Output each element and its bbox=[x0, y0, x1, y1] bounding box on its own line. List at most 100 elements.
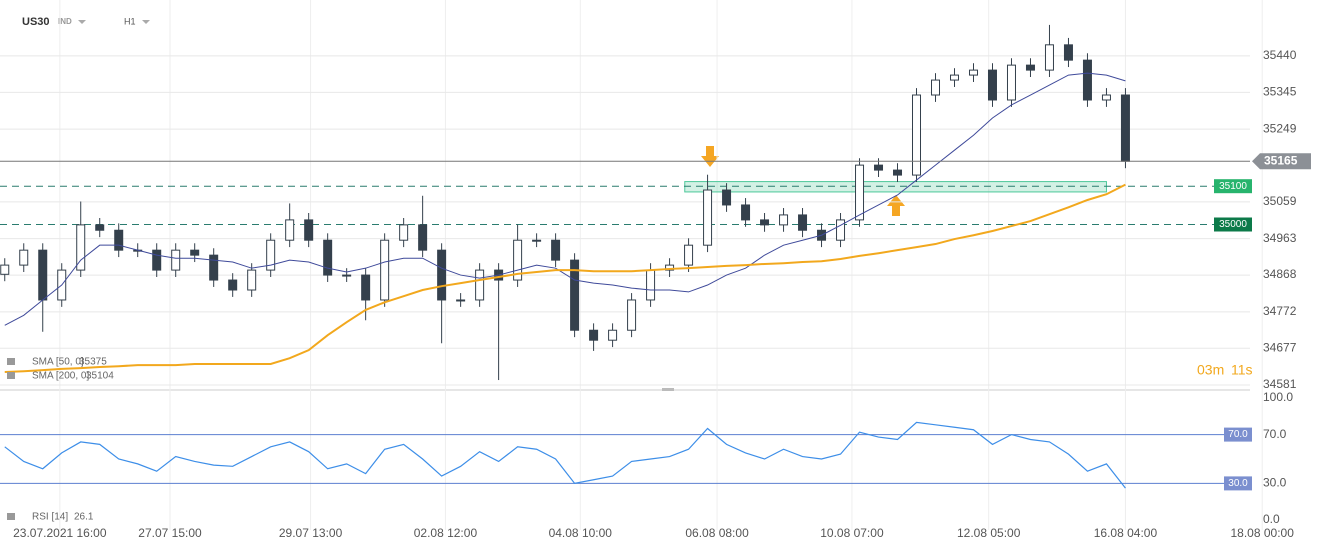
candle-body bbox=[190, 249, 200, 256]
candle-body bbox=[1082, 59, 1092, 101]
symbol[interactable]: US30 bbox=[22, 16, 50, 28]
candle-body bbox=[665, 264, 675, 271]
dropdown-icon[interactable] bbox=[142, 20, 150, 24]
rsi-level-label: 30.0 bbox=[1228, 478, 1248, 489]
candle-body bbox=[1025, 64, 1035, 71]
candle-body bbox=[95, 224, 105, 231]
y-tick-label: 34677 bbox=[1263, 340, 1297, 354]
candle-body bbox=[1006, 64, 1016, 101]
candle-body bbox=[1044, 44, 1054, 71]
y-tick-label: 70.0 bbox=[1263, 427, 1287, 441]
legend-name: RSI [14] bbox=[32, 512, 68, 523]
level-label: 35000 bbox=[1219, 219, 1247, 230]
legend-name: SMA [50, 0] bbox=[32, 357, 84, 368]
x-tick-label: 10.08 07:00 bbox=[820, 526, 884, 540]
x-tick-label: 02.08 12:00 bbox=[414, 526, 478, 540]
candle-body bbox=[551, 239, 561, 261]
candle-body bbox=[209, 254, 219, 281]
candle-body bbox=[285, 219, 295, 241]
candle-body bbox=[646, 269, 656, 301]
level-label: 35100 bbox=[1219, 181, 1247, 192]
resize-handle[interactable] bbox=[662, 388, 674, 391]
candle-body bbox=[912, 94, 922, 176]
candle-body bbox=[779, 214, 789, 226]
candle-body bbox=[475, 269, 485, 301]
legend-name: SMA [200, 0] bbox=[32, 371, 89, 382]
y-tick-label: 35345 bbox=[1263, 84, 1297, 98]
candle-body bbox=[570, 259, 580, 331]
y-tick-label: 34772 bbox=[1263, 304, 1297, 318]
candle-body bbox=[399, 224, 409, 241]
candle-body bbox=[342, 274, 352, 277]
y-tick-label: 30.0 bbox=[1263, 476, 1287, 490]
candle-body bbox=[987, 69, 997, 101]
candle-body bbox=[152, 249, 162, 271]
candle-body bbox=[304, 219, 314, 241]
candle-body bbox=[323, 239, 333, 276]
support-zone bbox=[684, 181, 1107, 193]
legend-icon bbox=[7, 358, 15, 365]
candle-body bbox=[836, 219, 846, 241]
candle-body bbox=[266, 239, 276, 271]
candle-body bbox=[798, 214, 808, 231]
x-tick-label: 06.08 08:00 bbox=[685, 526, 749, 540]
candle-body bbox=[437, 249, 447, 301]
candle-body bbox=[760, 219, 770, 226]
rsi-level-label: 70.0 bbox=[1228, 429, 1248, 440]
rsi-level-tag bbox=[1224, 427, 1252, 442]
y-tick-label: 100.0 bbox=[1263, 390, 1293, 404]
y-tick-label: 34963 bbox=[1263, 231, 1297, 245]
candle-body bbox=[513, 239, 523, 281]
candle-body bbox=[703, 189, 713, 246]
legend-value: 26.1 bbox=[74, 512, 94, 523]
candle-body bbox=[228, 279, 238, 291]
x-tick-label: 29.07 13:00 bbox=[279, 526, 343, 540]
candle-body bbox=[19, 249, 29, 266]
candle-body bbox=[931, 79, 941, 96]
candle-body bbox=[0, 264, 10, 275]
candle-body bbox=[968, 69, 978, 76]
candle-body bbox=[722, 189, 732, 206]
y-tick-label: 35440 bbox=[1263, 48, 1297, 62]
candle-body bbox=[532, 239, 542, 242]
arrow-up-icon bbox=[887, 195, 905, 216]
candle-body bbox=[1101, 94, 1111, 101]
candle-body bbox=[874, 164, 884, 171]
candle-body bbox=[1063, 44, 1073, 61]
x-tick-label: 18.08 00:00 bbox=[1231, 526, 1295, 540]
level-tag bbox=[1214, 217, 1252, 232]
arrow-down-icon bbox=[701, 146, 719, 167]
legend-icon bbox=[7, 372, 15, 379]
market[interactable]: IND bbox=[58, 17, 72, 26]
price-tag-label: 35165 bbox=[1264, 153, 1298, 167]
y-tick-label: 34581 bbox=[1263, 377, 1297, 391]
legend-icon bbox=[7, 513, 15, 520]
candle-body bbox=[114, 229, 124, 251]
candle-body bbox=[1120, 94, 1130, 162]
interval[interactable]: H1 bbox=[124, 16, 136, 26]
candle-body bbox=[949, 74, 959, 81]
sma-line bbox=[4, 183, 1126, 373]
y-tick-label: 34868 bbox=[1263, 267, 1297, 281]
candle-body bbox=[171, 249, 181, 271]
y-tick-label: 35059 bbox=[1263, 194, 1297, 208]
level-tag bbox=[1214, 179, 1252, 194]
candle-body bbox=[418, 224, 428, 251]
candle-body bbox=[38, 249, 48, 301]
candle-body bbox=[589, 329, 599, 341]
dropdown-icon[interactable] bbox=[78, 20, 86, 24]
rsi-line bbox=[4, 421, 1126, 489]
x-tick-label: 27.07 15:00 bbox=[138, 526, 202, 540]
timer-seconds: 11s bbox=[1231, 362, 1253, 378]
x-tick-label: 16.08 04:00 bbox=[1094, 526, 1158, 540]
timer-minutes: 03m bbox=[1197, 362, 1224, 378]
candle-body bbox=[247, 269, 257, 291]
y-tick-label: 0.0 bbox=[1263, 512, 1280, 526]
price-tag bbox=[1252, 153, 1311, 170]
y-tick-label: 35249 bbox=[1263, 121, 1297, 135]
candle-body bbox=[456, 299, 466, 302]
candle-body bbox=[608, 329, 618, 341]
candle-body bbox=[684, 244, 694, 266]
